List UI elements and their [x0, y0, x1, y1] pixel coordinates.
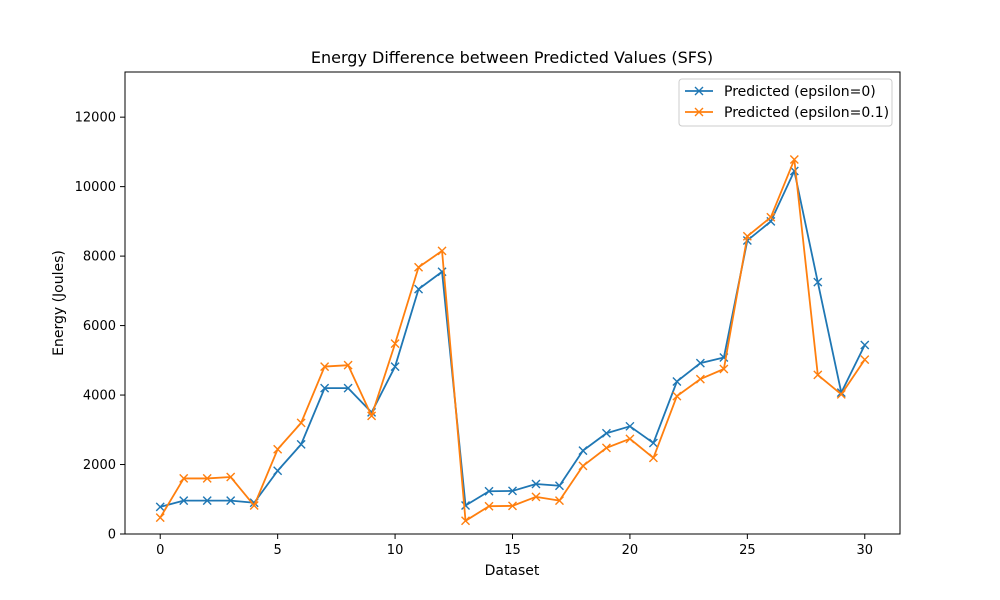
legend-label: Predicted (epsilon=0)	[724, 84, 876, 100]
data-point	[860, 355, 870, 365]
data-point	[414, 284, 424, 294]
x-axis-label: Dataset	[485, 563, 540, 579]
data-point	[296, 418, 306, 428]
data-point	[273, 466, 283, 476]
data-point	[484, 486, 494, 496]
legend: Predicted (epsilon=0) Predicted (epsilon=…	[678, 78, 893, 127]
data-point	[648, 438, 658, 448]
data-point	[249, 501, 259, 511]
data-point	[531, 479, 541, 489]
data-point	[273, 444, 283, 454]
data-point	[367, 411, 377, 421]
data-point	[742, 231, 752, 241]
data-point	[695, 358, 705, 368]
data-point	[601, 443, 611, 453]
y-axis: 0 2000 4000 6000 8000 10000 12000	[75, 111, 125, 543]
data-point	[202, 473, 212, 483]
data-point	[813, 277, 823, 287]
x-tick-label: 20	[622, 543, 639, 558]
data-point	[508, 486, 517, 496]
data-point	[672, 391, 682, 401]
legend-entry: Predicted (epsilon=0.1)	[685, 105, 889, 121]
y-tick-label: 0	[108, 528, 116, 543]
data-point	[343, 360, 353, 370]
data-point	[625, 434, 635, 444]
data-point	[625, 421, 635, 431]
x-axis: 0 5 10 15 20 25 30	[156, 534, 873, 558]
data-point	[766, 212, 776, 222]
data-point	[390, 339, 400, 349]
data-point	[226, 472, 236, 482]
data-point	[554, 481, 564, 491]
data-point	[695, 374, 705, 384]
data-point	[155, 502, 165, 512]
data-point	[813, 370, 823, 380]
data-point	[601, 428, 611, 438]
data-point	[484, 501, 494, 511]
y-tick-label: 6000	[83, 319, 116, 334]
data-point	[202, 496, 212, 506]
data-point	[320, 362, 330, 372]
y-tick-label: 2000	[83, 458, 116, 473]
legend-entry: Predicted (epsilon=0)	[685, 84, 876, 100]
data-point	[155, 513, 165, 523]
x-tick-label: 10	[387, 543, 404, 558]
y-axis-label: Energy (Joules)	[51, 250, 67, 356]
y-tick-label: 4000	[83, 389, 116, 404]
data-point	[836, 389, 846, 399]
data-point	[508, 501, 517, 511]
y-tick-label: 12000	[75, 111, 116, 126]
data-point	[179, 473, 189, 483]
x-tick-label: 30	[856, 543, 873, 558]
legend-marker	[694, 107, 704, 117]
data-point	[226, 496, 236, 506]
data-point	[461, 501, 471, 511]
data-point	[414, 262, 424, 272]
legend-marker	[694, 86, 704, 96]
data-point	[860, 340, 870, 350]
data-point	[648, 453, 658, 463]
series-2	[155, 155, 870, 526]
data-point	[719, 364, 729, 374]
data-point	[554, 496, 564, 506]
data-point	[296, 439, 306, 449]
data-point	[179, 496, 189, 506]
data-point	[578, 461, 588, 471]
chart-title: Energy Difference between Predicted Valu…	[311, 48, 713, 67]
x-tick-label: 25	[739, 543, 756, 558]
x-tick-label: 0	[156, 543, 164, 558]
y-tick-label: 10000	[75, 180, 116, 195]
x-tick-label: 15	[504, 543, 521, 558]
data-point	[672, 377, 682, 386]
legend-label: Predicted (epsilon=0.1)	[724, 105, 889, 121]
data-point	[390, 362, 400, 372]
data-point	[461, 516, 471, 526]
data-point	[578, 446, 588, 456]
legend-box	[678, 78, 893, 127]
data-point	[320, 383, 330, 393]
y-tick-label: 8000	[83, 250, 116, 265]
data-point	[789, 155, 799, 165]
data-point	[437, 246, 447, 256]
x-tick-label: 5	[274, 543, 282, 558]
data-point	[531, 492, 541, 502]
data-point	[343, 383, 353, 393]
plot-area	[155, 155, 870, 526]
